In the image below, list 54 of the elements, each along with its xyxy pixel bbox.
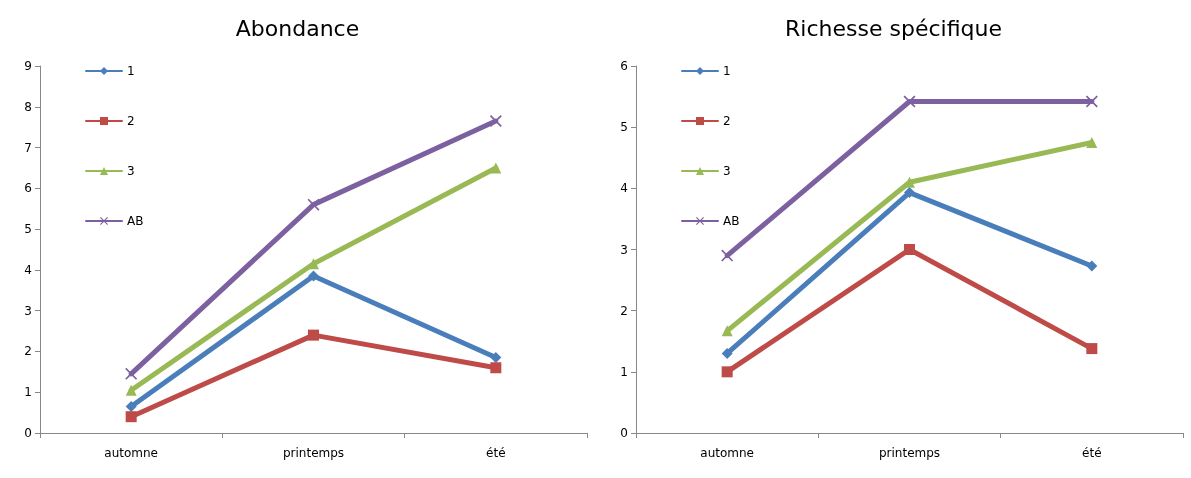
point bbox=[490, 162, 502, 174]
y-tick-label: 5 bbox=[24, 222, 32, 237]
y-tick-label: 6 bbox=[24, 181, 32, 196]
x-tick-label: automne bbox=[104, 446, 159, 460]
legend-label: 2 bbox=[723, 114, 731, 128]
y-tick-label: 2 bbox=[24, 344, 32, 359]
y-tick-label: 4 bbox=[24, 262, 32, 277]
y-tick-label: 5 bbox=[620, 120, 628, 135]
point bbox=[490, 352, 502, 364]
legend-label: 2 bbox=[127, 114, 135, 128]
y-tick-label: 0 bbox=[24, 426, 32, 440]
legend-label: 3 bbox=[723, 164, 731, 178]
point bbox=[125, 411, 137, 423]
point bbox=[1086, 343, 1098, 355]
point bbox=[490, 362, 502, 374]
y-tick-label: 0 bbox=[620, 426, 628, 440]
point bbox=[125, 400, 137, 412]
x-tick-label: été bbox=[1082, 446, 1102, 460]
point bbox=[489, 115, 502, 128]
point bbox=[307, 198, 320, 211]
y-tick-label: 6 bbox=[620, 59, 628, 73]
x-tick-label: printemps bbox=[878, 446, 941, 460]
y-tick-label: 4 bbox=[620, 181, 628, 196]
point bbox=[721, 347, 733, 359]
y-tick-label: 7 bbox=[24, 140, 32, 155]
legend-label: 1 bbox=[723, 64, 731, 78]
point bbox=[903, 95, 916, 108]
point bbox=[308, 258, 319, 270]
chart-title: Abondance bbox=[235, 15, 360, 41]
x-tick-label: automne bbox=[700, 446, 755, 460]
y-tick-label: 9 bbox=[24, 59, 32, 73]
legend-label: AB bbox=[127, 214, 144, 228]
point bbox=[904, 244, 915, 255]
y-tick-label: 8 bbox=[24, 99, 32, 114]
y-tick-label: 2 bbox=[620, 303, 628, 318]
point bbox=[1086, 136, 1098, 148]
point bbox=[721, 325, 733, 337]
point bbox=[308, 270, 319, 282]
x-tick-label: printemps bbox=[282, 446, 345, 460]
x-tick-label: été bbox=[486, 446, 506, 460]
legend-label: 1 bbox=[127, 64, 135, 78]
y-tick-label: 1 bbox=[620, 364, 628, 379]
point bbox=[904, 187, 915, 199]
point bbox=[308, 329, 319, 341]
point bbox=[1086, 260, 1098, 272]
y-tick-label: 1 bbox=[24, 385, 32, 400]
point bbox=[721, 366, 733, 378]
y-tick-label: 3 bbox=[620, 242, 628, 257]
y-tick-label: 3 bbox=[24, 303, 32, 318]
point bbox=[125, 384, 137, 396]
chart-title: Richesse spécifique bbox=[785, 15, 1002, 41]
legend-label: AB bbox=[723, 214, 740, 228]
legend-label: 3 bbox=[127, 164, 135, 178]
point bbox=[125, 367, 138, 380]
